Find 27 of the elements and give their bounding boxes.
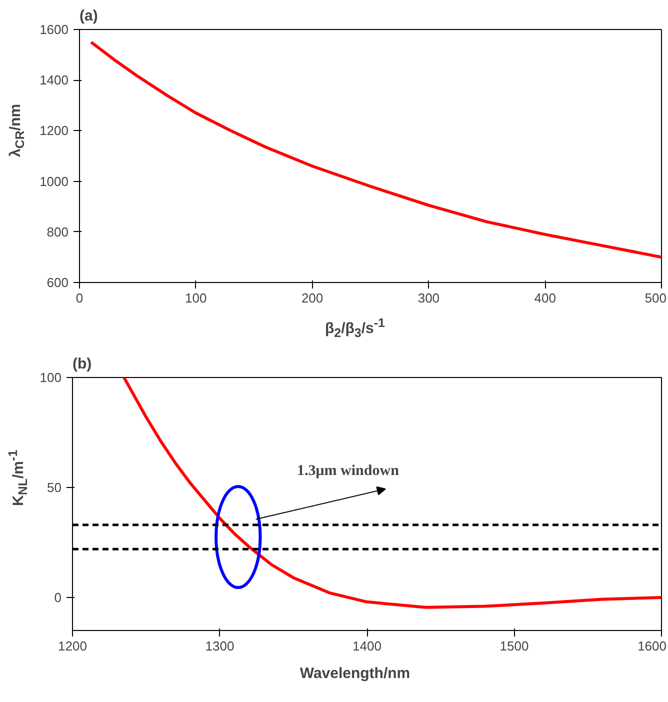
x-tick-label: 100 [185,290,207,306]
x-tick-label: 1500 [500,638,529,654]
y-tick-label: 100 [40,370,62,385]
line-series [122,378,662,609]
y-tick-label: 1000 [40,174,68,189]
y-tick-label: 600 [46,275,69,290]
x-tick-label: 1300 [205,638,234,654]
x-tick-label: 300 [418,290,440,306]
annotation: 1.3μm windown [297,462,400,479]
x-axis-title: Wavelength/nm [298,664,412,684]
x-tick-label: 0 [76,290,84,306]
y-tick-label: 0 [54,590,62,605]
x-tick-label: 500 [644,290,667,306]
y-tick-label: 800 [46,224,69,240]
y-tick-label: 1400 [40,72,68,88]
chart-title: (a) [80,8,98,24]
y-tick-label: 1600 [40,22,68,37]
x-tick-label: 1400 [352,638,382,654]
x-tick-label: 1200 [58,638,87,654]
x-axis-title: β$_{2}$/β$_{3}$/s$^{-1}$ [324,315,386,342]
x-tick-label: 200 [301,290,324,306]
y-tick-label: 50 [47,480,62,495]
y-tick-label: 1200 [40,123,68,138]
x-tick-label: 400 [534,290,556,306]
line-series [90,40,662,259]
chart-title: (b) [72,356,92,372]
x-tick-label: 1600 [638,638,666,654]
